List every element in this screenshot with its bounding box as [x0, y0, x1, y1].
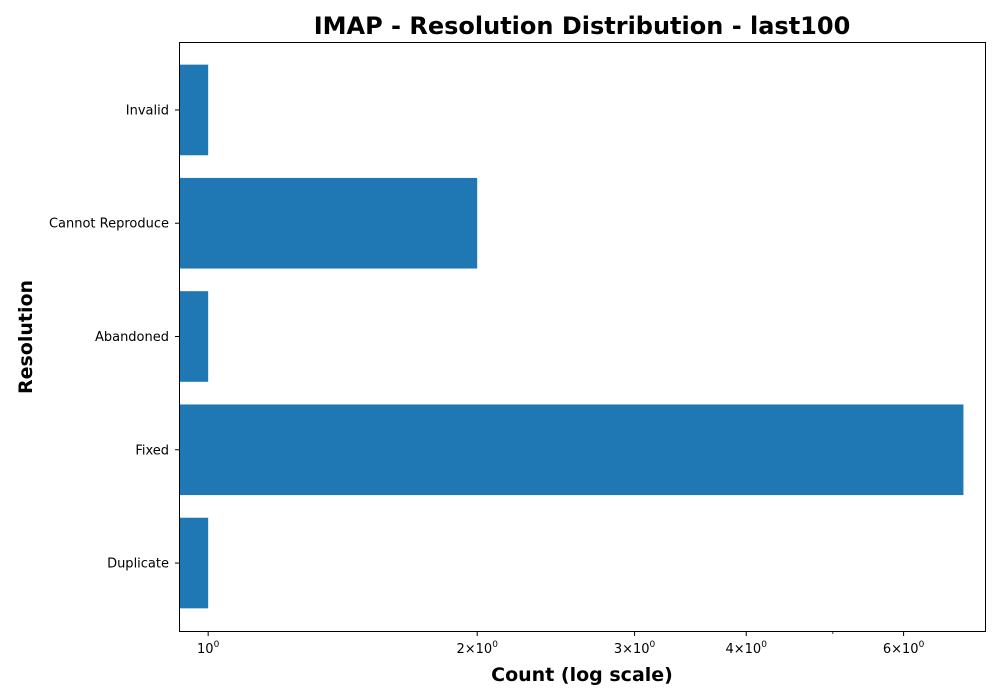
x-tick-label: 3×100: [614, 640, 656, 657]
x-axis-title: Count (log scale): [491, 664, 673, 686]
y-tick-label: Cannot Reproduce: [49, 217, 169, 232]
y-tick-label: Fixed: [135, 443, 169, 458]
y-tick-label: Abandoned: [95, 330, 169, 345]
y-axis-title: Resolution: [15, 280, 37, 394]
bar-duplicate: [180, 517, 209, 609]
bar-cannot-reproduce: [180, 177, 478, 269]
bar-abandoned: [180, 291, 209, 382]
x-tick-label: 2×100: [456, 640, 498, 657]
bar-fixed: [180, 404, 964, 496]
bar-invalid: [180, 64, 209, 156]
plot-frame: [179, 42, 986, 632]
y-axis: Duplicate Fixed Abandoned Cannot Reproduce I…: [49, 103, 180, 572]
y-tick-label: Duplicate: [107, 557, 169, 572]
y-tick-label: Invalid: [126, 103, 169, 118]
x-tick-label: 100: [197, 640, 220, 657]
bars-layer: [180, 64, 964, 609]
chart-title: IMAP - Resolution Distribution - last100: [314, 12, 851, 40]
x-axis: 100 2×100 3×100 4×100 6×100: [197, 631, 925, 657]
x-tick-label: 4×100: [726, 640, 768, 657]
x-tick-label: 6×100: [883, 640, 925, 657]
